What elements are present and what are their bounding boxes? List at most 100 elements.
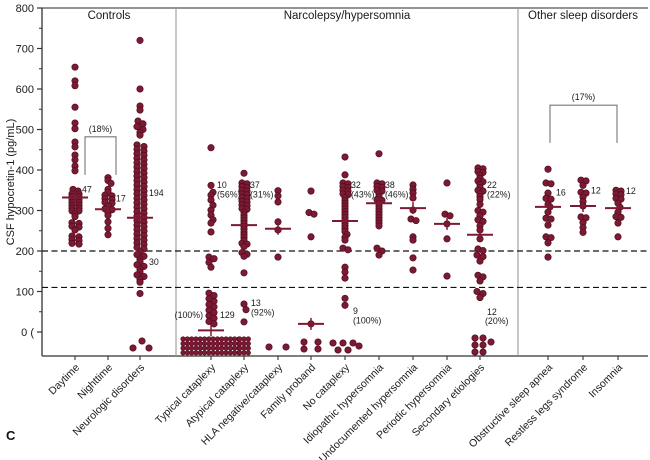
zero-grid-dot <box>241 336 247 342</box>
data-dot <box>71 63 79 71</box>
data-dot <box>409 194 417 202</box>
y-tick-label: 400 <box>16 165 34 177</box>
data-dot <box>544 253 552 261</box>
count-annotation: 47 <box>82 184 92 194</box>
zero-grid-dot <box>201 345 208 351</box>
data-dot <box>71 226 79 234</box>
zero-grid-dot <box>184 350 190 356</box>
data-dot <box>240 242 248 251</box>
y-tick-label: 0 ( <box>21 327 34 339</box>
count-annotation: 16 <box>556 187 566 197</box>
data-dot <box>207 181 215 189</box>
zero-data-dot <box>300 338 308 346</box>
zero-data-dot <box>471 334 479 342</box>
data-dot <box>547 195 555 203</box>
count-annotation: (43%) <box>351 190 375 200</box>
data-dot <box>240 269 248 277</box>
data-dot <box>547 215 555 223</box>
data-dot <box>614 233 622 241</box>
zero-grid-dot <box>245 345 251 351</box>
data-dot <box>71 143 79 151</box>
count-annotation: (100%) <box>175 310 203 320</box>
zero-grid-dot <box>219 341 225 347</box>
count-annotation: 17 <box>116 193 126 203</box>
count-annotation: 9 <box>353 306 358 316</box>
zero-grid-dot <box>241 341 247 347</box>
data-dot <box>136 131 144 139</box>
y-tick-label: 300 <box>16 206 34 218</box>
data-dot <box>409 254 417 262</box>
count-annotation: 12 <box>626 186 636 196</box>
count-annotation: (22%) <box>487 190 511 200</box>
data-dot <box>341 274 349 282</box>
data-dot <box>136 36 144 44</box>
zero-grid-dot <box>210 345 216 351</box>
count-annotation: 10 <box>217 180 227 190</box>
zero-grid-dot <box>197 350 203 356</box>
data-dot <box>310 210 318 218</box>
zero-grid-dot <box>184 336 190 342</box>
zero-grid-dot <box>206 350 212 356</box>
zero-grid-dot <box>197 345 203 351</box>
zero-grid-dot <box>210 336 216 342</box>
zero-grid-dot <box>180 341 186 347</box>
data-dot <box>207 144 215 152</box>
count-annotation: (92%) <box>251 308 275 318</box>
data-dot <box>136 106 144 114</box>
data-dot <box>104 224 112 232</box>
zero-data-dot <box>138 337 146 345</box>
zero-grid-dot <box>223 336 229 342</box>
zero-grid-dot <box>241 345 247 351</box>
data-dot <box>71 125 79 133</box>
data-dot <box>443 272 451 280</box>
data-dot <box>341 301 349 309</box>
zero-grid-dot <box>227 350 233 356</box>
data-dot <box>544 165 552 173</box>
zero-grid-dot <box>232 345 238 351</box>
data-dot <box>207 228 215 236</box>
zero-grid-dot <box>237 345 243 351</box>
zero-grid-dot <box>189 336 195 342</box>
section-title: Other sleep disorders <box>528 10 638 22</box>
figure-panel-label: C <box>6 428 16 443</box>
count-annotation: (31%) <box>250 190 274 200</box>
bracket-percentage-label: (17%) <box>572 92 596 102</box>
data-dot <box>240 252 248 260</box>
count-annotation: 22 <box>487 180 497 190</box>
data-dot <box>341 171 349 179</box>
zero-grid-dot <box>180 350 186 356</box>
data-dot <box>443 179 451 187</box>
data-dot <box>274 198 282 206</box>
data-dot <box>71 82 79 90</box>
data-dot <box>107 179 115 187</box>
data-dot <box>71 167 79 175</box>
count-annotation: 194 <box>149 188 164 198</box>
zero-grid-dot <box>189 341 195 347</box>
zero-grid-dot <box>189 345 195 351</box>
count-annotation: (46%) <box>385 190 409 200</box>
data-dot <box>579 181 587 189</box>
zero-grid-dot <box>241 350 247 356</box>
data-dot <box>473 287 481 296</box>
zero-grid-dot <box>206 336 212 342</box>
zero-grid-dot <box>223 350 229 356</box>
data-dot <box>544 239 552 247</box>
count-annotation: 38 <box>385 180 395 190</box>
data-dot <box>547 180 555 188</box>
data-dot <box>547 234 555 242</box>
section-title: Narcolepsy/hypersomnia <box>284 10 411 22</box>
data-dot <box>476 277 484 285</box>
zero-grid-dot <box>189 350 195 356</box>
data-dot <box>473 251 481 259</box>
data-dot <box>71 156 79 164</box>
count-annotation: 37 <box>250 180 260 190</box>
zero-grid-dot <box>227 336 233 342</box>
zero-grid-dot <box>193 350 199 356</box>
x-tick-label: Insomnia <box>587 362 626 401</box>
y-tick-label: 800 <box>16 3 34 15</box>
data-dot <box>617 213 625 221</box>
data-dot <box>614 219 622 227</box>
zero-grid-dot <box>232 341 238 347</box>
data-dot <box>375 251 383 259</box>
data-dot <box>443 235 451 243</box>
